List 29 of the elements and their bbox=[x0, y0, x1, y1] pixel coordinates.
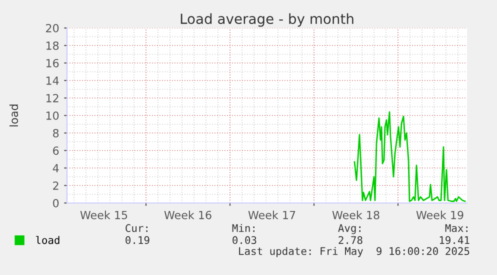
y-tick-label: 14 bbox=[46, 76, 59, 85]
line-series bbox=[354, 111, 466, 202]
text: Last update: Fri May 9 16:00:20 2025 bbox=[239, 246, 470, 258]
y-tick-label: 18 bbox=[46, 41, 59, 50]
text: Min: bbox=[232, 224, 254, 232]
chart-title: Load average - by month bbox=[180, 13, 354, 27]
text: Max: bbox=[445, 224, 468, 232]
y-tick-label: 8 bbox=[53, 128, 59, 138]
y-tick-label: 6 bbox=[53, 146, 59, 155]
y-tick-label: 10 bbox=[46, 111, 59, 120]
x-tick-label: Week 16 bbox=[164, 210, 212, 220]
text: 0.19 bbox=[126, 236, 150, 244]
text: 2.78 bbox=[338, 236, 362, 244]
y-tick-label: 16 bbox=[46, 58, 59, 68]
y-tick-label: 20 bbox=[46, 24, 59, 32]
y-axis-title: load bbox=[9, 104, 18, 126]
y-tick-label: 4 bbox=[52, 164, 59, 172]
y-tick-label: 12 bbox=[46, 94, 58, 102]
x-tick-label: Week 18 bbox=[332, 210, 380, 220]
y-tick-label: 0 bbox=[53, 198, 59, 208]
text: 19.41 bbox=[440, 236, 470, 244]
x-tick-label: Week 17 bbox=[248, 210, 296, 220]
x-tick-label: Week 15 bbox=[80, 210, 128, 220]
text: Avg: bbox=[338, 224, 360, 234]
text: Cur: bbox=[126, 224, 148, 232]
y-tick-label: 2 bbox=[53, 181, 58, 190]
x-tick-label: Week 19 bbox=[416, 210, 464, 220]
text: 0.03 bbox=[232, 236, 256, 244]
legend-label: load bbox=[36, 236, 60, 244]
